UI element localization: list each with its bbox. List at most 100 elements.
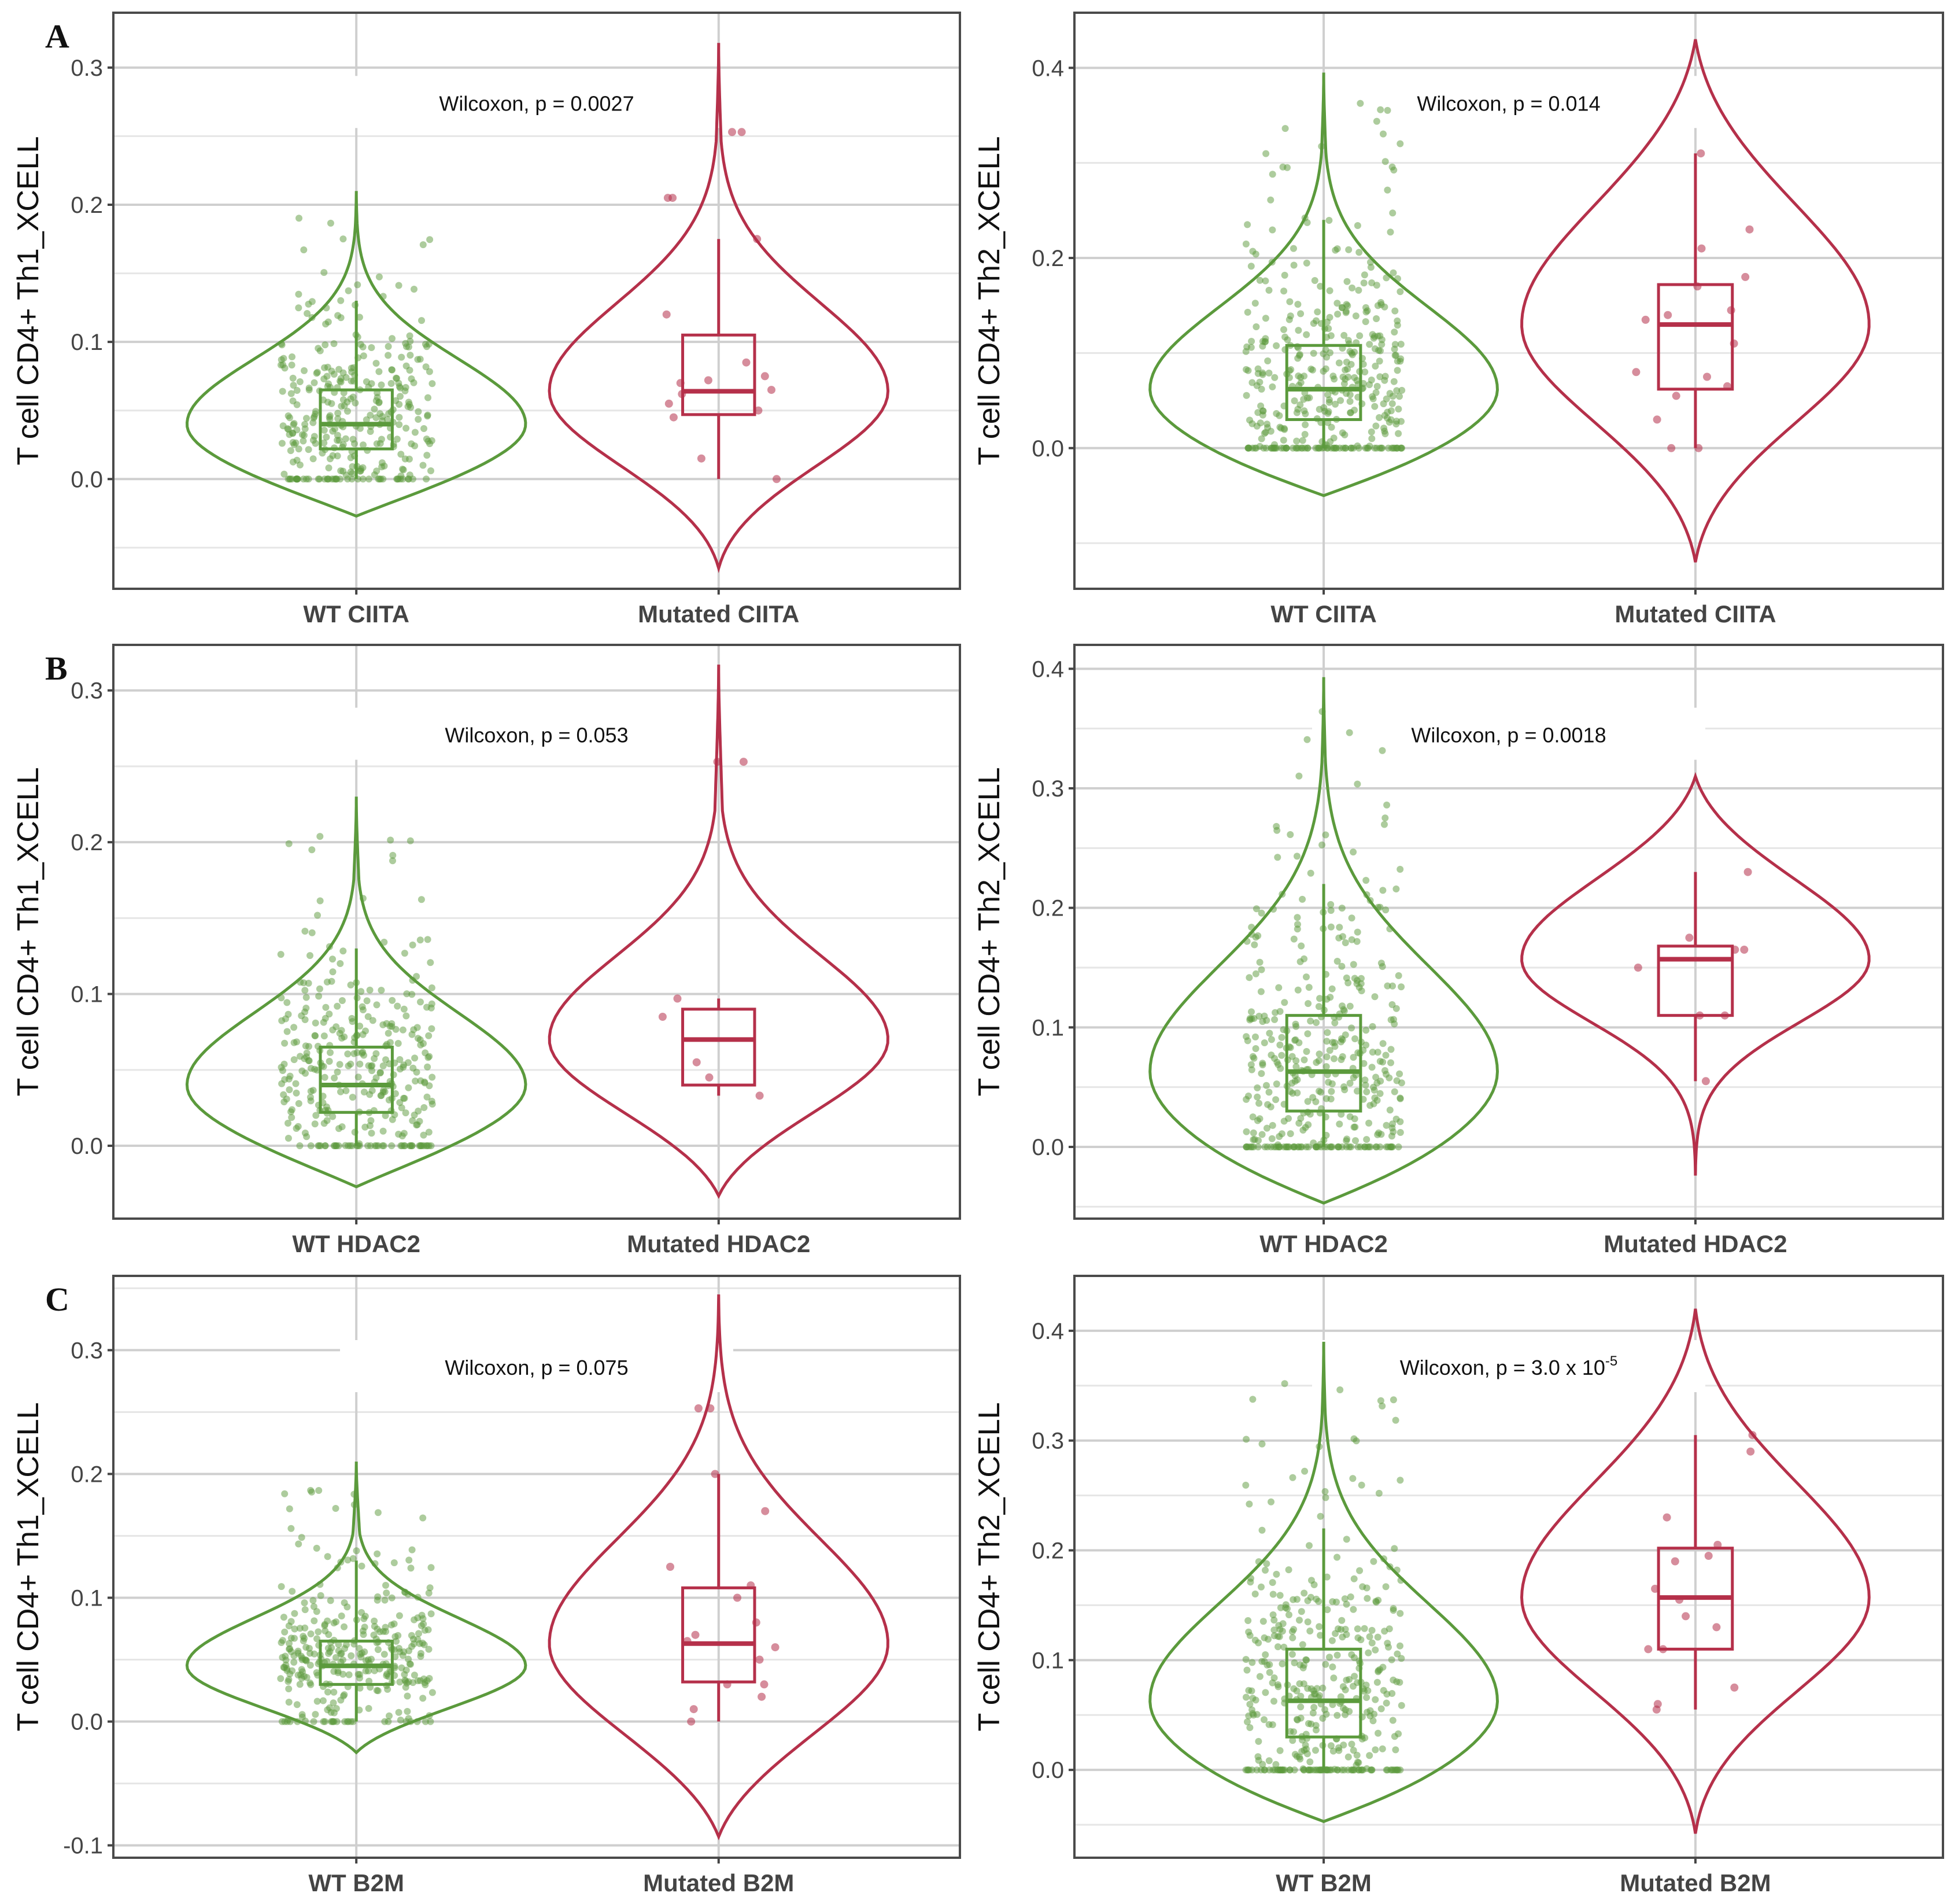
data-point [288,1114,295,1121]
data-point [1294,301,1302,308]
data-point [1349,1475,1357,1482]
data-point [336,1030,343,1037]
data-point [1375,1729,1382,1737]
chart-panel-6: 0.0 0.1 0.2 0.3 0.4 Wilcoxon, p = 3.0 x 10-5 W… [973,1275,1944,1896]
data-point [1290,1728,1298,1736]
data-point [742,358,751,367]
data-point [292,439,300,447]
data-point [428,1073,436,1081]
data-point [1323,1573,1331,1581]
data-point [1294,925,1301,933]
data-point [1341,1086,1349,1094]
data-point [393,436,401,443]
data-point [1335,1744,1342,1751]
data-point [1361,1625,1368,1632]
data-point [1291,397,1298,404]
data-point [1369,1049,1376,1056]
data-point [1697,149,1705,158]
data-point [1295,327,1302,334]
data-point [1248,1008,1255,1016]
data-point [388,1142,396,1149]
x-tick-label: Mutated HDAC2 [627,1230,810,1257]
data-point [1305,1720,1312,1727]
data-point [350,1501,358,1508]
data-point [424,394,431,401]
data-point [1251,1591,1259,1597]
data-point [1248,1015,1255,1023]
data-point [375,273,383,281]
data-point [706,1404,715,1412]
data-point [396,414,403,421]
data-point [320,375,328,383]
data-point [1304,394,1311,402]
data-point [1303,331,1310,338]
data-point [409,1064,417,1072]
box-iqr [1657,944,1734,1017]
data-point [1265,1757,1273,1765]
data-point [316,833,324,840]
data-point [408,440,415,448]
data-point [1244,221,1251,228]
data-point [1746,1447,1755,1456]
data-point [365,475,372,483]
data-point [1391,341,1399,348]
data-point [1281,1380,1288,1388]
data-point [404,1708,411,1715]
data-point [378,459,386,467]
data-point [1393,1766,1400,1774]
wilcoxon-p-value: Wilcoxon, p = 0.075 [445,1356,628,1379]
data-point [277,1675,285,1682]
points-wt [1243,708,1405,1150]
data-point [1382,906,1390,914]
data-point [409,941,416,949]
wilcoxon-p-value: Wilcoxon, p = 0.014 [1417,91,1600,115]
data-point [332,1505,339,1512]
data-point [338,1123,346,1131]
data-point [1265,286,1273,294]
data-point [1350,1074,1357,1082]
data-point [761,1507,770,1515]
data-point [1395,430,1402,437]
data-point [1344,337,1352,344]
data-point [1371,993,1379,1001]
data-point [289,1588,296,1595]
data-point [1250,1136,1257,1143]
data-point [1372,389,1380,396]
data-point [1278,1051,1285,1059]
data-point [390,1559,398,1566]
data-point [1301,1467,1309,1475]
data-point [367,1117,375,1124]
data-point [1251,941,1258,949]
data-point [1342,444,1349,452]
data-point [371,1560,379,1567]
data-point [1333,1711,1341,1719]
data-point [669,413,678,422]
data-point [397,1142,405,1149]
data-point [298,1067,306,1075]
data-point [334,431,341,439]
data-point [303,1133,311,1141]
data-point [1376,332,1384,340]
data-point [314,912,321,919]
data-point [1391,1545,1398,1552]
data-point [308,314,316,321]
data-point [1362,1681,1370,1689]
data-point [339,947,347,955]
p-value-exponent: -5 [1605,1353,1617,1369]
data-point [295,304,302,312]
box-iqr [319,388,394,451]
data-point [1343,1600,1350,1608]
data-point [308,1488,315,1496]
data-point [1395,1730,1402,1737]
data-point [295,1100,302,1107]
data-point [1329,372,1337,380]
data-point [405,1647,412,1655]
data-point [664,399,673,408]
data-point [1331,1043,1339,1050]
data-point [399,466,406,473]
data-point [1653,415,1661,424]
data-point [1366,1143,1374,1150]
data-point [737,128,746,136]
data-point [383,1670,391,1678]
